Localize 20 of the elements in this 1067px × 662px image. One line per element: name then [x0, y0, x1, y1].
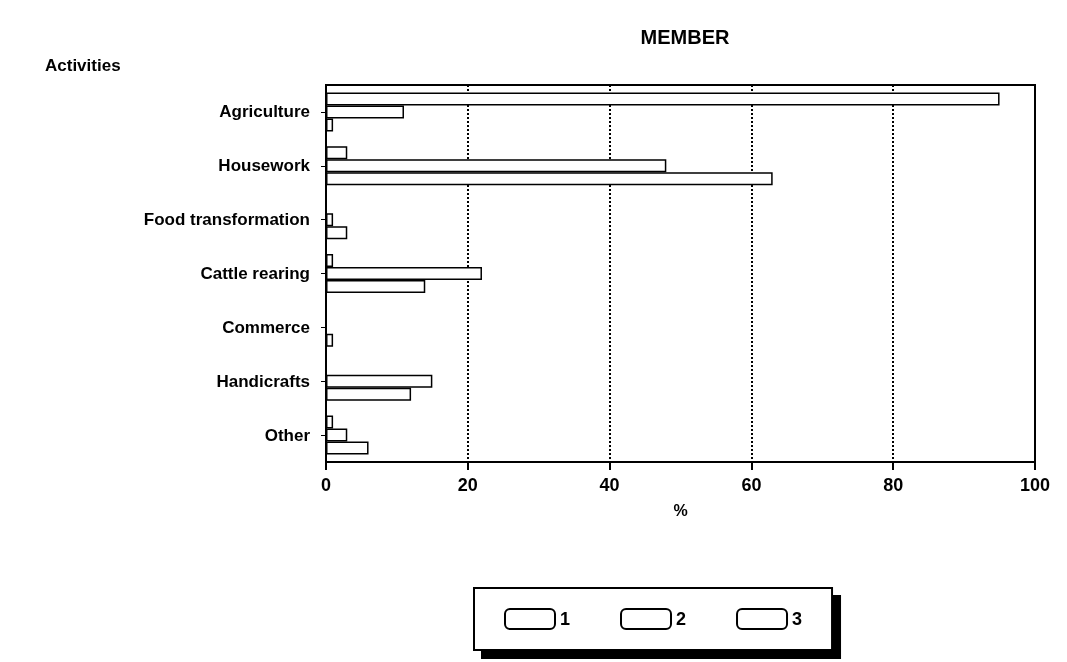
legend-label: 1: [560, 609, 571, 629]
legend-label: 3: [792, 609, 803, 629]
bar: [326, 333, 334, 347]
chart-title: MEMBER: [640, 26, 730, 48]
y-tick-label: Agriculture: [219, 102, 310, 122]
y-axis-title: Activities: [45, 56, 121, 75]
y-tick-label: Commerce: [222, 317, 310, 337]
y-tick-label: Food transformation: [143, 210, 310, 230]
y-tick-label: Handicrafts: [216, 371, 310, 391]
x-tick-label: 0: [320, 475, 332, 495]
x-tick-label: 20: [457, 475, 478, 495]
legend-label: 2: [676, 609, 687, 629]
x-tick-label: 100: [1019, 475, 1051, 495]
y-tick-label: Other: [264, 425, 311, 445]
y-tick-label: Cattle rearing: [200, 264, 310, 283]
x-axis-title: %: [673, 501, 688, 519]
x-tick-label: 40: [599, 475, 620, 495]
x-tick-label: 60: [741, 475, 762, 495]
x-tick-label: 80: [883, 475, 904, 495]
y-tick-label: Housework: [218, 156, 311, 176]
